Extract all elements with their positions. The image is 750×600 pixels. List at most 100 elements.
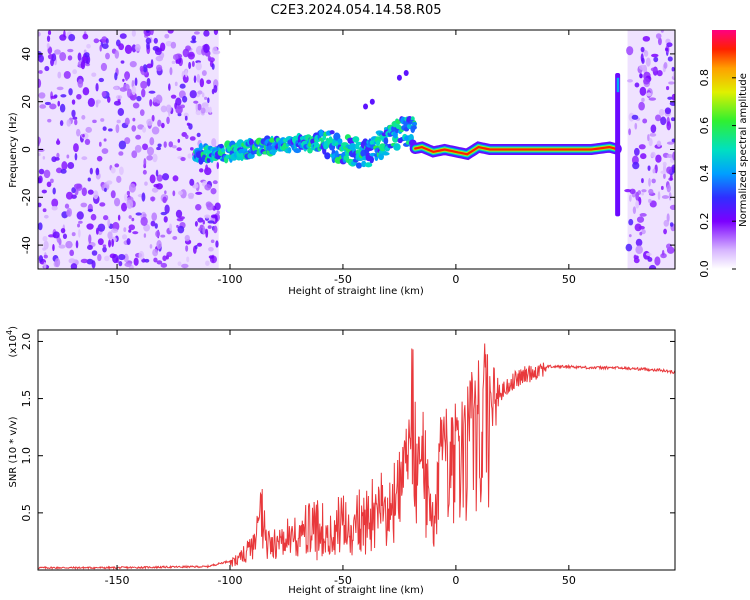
noise-speckle: [179, 83, 186, 89]
noise-speckle: [197, 103, 202, 111]
y-tick-label: -20: [20, 188, 33, 206]
noise-speckle: [174, 81, 178, 87]
noise-speckle: [60, 227, 66, 234]
y-tick-label: 1.0: [20, 447, 33, 465]
noise-speckle: [51, 53, 57, 62]
noise-speckle: [126, 190, 131, 196]
noise-speckle: [666, 166, 673, 174]
noise-speckle: [145, 37, 152, 45]
noise-speckle: [669, 204, 675, 210]
noise-speckle: [216, 210, 220, 215]
noise-speckle: [154, 48, 162, 56]
colorbar-ticks: 0.0 0.2 0.4 0.6 0.8: [698, 69, 736, 278]
noise-speckle: [102, 246, 107, 253]
noise-speckle: [150, 196, 156, 202]
noise-speckle: [131, 85, 137, 96]
noise-speckle: [124, 193, 128, 201]
noise-speckle: [169, 67, 173, 76]
noise-speckle: [128, 183, 136, 193]
spectrogram-x-ticks: -150 -100 -50 0 50: [105, 30, 576, 286]
ridge-blob: [236, 155, 242, 161]
noise-speckle: [139, 65, 144, 72]
noise-speckle: [97, 253, 102, 262]
noise-speckle: [195, 62, 202, 71]
figure-title: C2E3.2024.054.14.58.R05: [270, 3, 441, 18]
ridge-blob: [318, 129, 324, 137]
noise-speckle: [43, 254, 48, 259]
colorbar-tick-label: 0.4: [698, 165, 711, 183]
noise-speckle: [81, 187, 87, 197]
noise-speckle: [80, 258, 89, 264]
noise-speckle: [84, 138, 91, 146]
x-tick-label: 50: [562, 273, 576, 286]
noise-speckle: [56, 86, 64, 91]
noise-speckle: [38, 136, 41, 145]
noise-speckle: [205, 164, 209, 172]
noise-speckle: [123, 227, 127, 233]
noise-speckle: [666, 121, 672, 131]
noise-speckle: [195, 204, 202, 211]
noise-speckle: [156, 174, 163, 182]
noise-speckle: [208, 106, 212, 114]
x-tick-label: 0: [452, 574, 459, 587]
noise-speckle: [75, 128, 81, 137]
noise-speckle: [156, 260, 163, 265]
noise-speckle: [179, 216, 185, 220]
noise-speckle: [663, 219, 670, 227]
noise-speckle: [100, 118, 105, 122]
noise-speckle: [666, 42, 673, 48]
noise-speckle: [177, 261, 182, 266]
noise-speckle: [95, 100, 99, 108]
noise-speckle: [669, 101, 675, 106]
noise-speckle: [151, 212, 158, 221]
noise-speckle: [67, 48, 74, 53]
noise-speckle: [58, 244, 66, 249]
noise-speckle: [176, 224, 179, 228]
noise-speckle: [182, 95, 188, 103]
noise-speckle: [633, 257, 640, 264]
noise-speckle: [648, 188, 654, 195]
noise-speckle: [628, 234, 632, 238]
noise-speckle: [110, 167, 116, 174]
colorbar-tick-label: 0.6: [698, 117, 711, 135]
x-tick-label: -100: [218, 574, 243, 587]
noise-speckle: [144, 181, 148, 186]
noise-speckle: [126, 199, 134, 209]
noise-speckle: [672, 71, 675, 79]
noise-speckle: [98, 141, 102, 147]
noise-speckle: [39, 104, 47, 109]
noise-speckle: [643, 50, 649, 57]
noise-speckle: [66, 119, 72, 127]
noise-speckle: [215, 240, 219, 248]
noise-speckle: [43, 240, 49, 250]
noise-speckle: [111, 238, 114, 248]
noise-speckle: [646, 92, 652, 97]
noise-speckle: [168, 141, 174, 148]
noise-speckle: [642, 118, 648, 124]
noise-speckle: [641, 192, 644, 196]
noise-speckle: [178, 190, 183, 196]
noise-speckle: [196, 73, 201, 83]
noise-speckle: [118, 140, 127, 150]
noise-speckle: [210, 187, 217, 195]
noise-speckle: [142, 169, 147, 175]
noise-speckle: [162, 255, 167, 262]
noise-speckle: [110, 190, 116, 199]
noise-speckle: [126, 238, 131, 245]
noise-speckle: [175, 97, 182, 106]
noise-speckle: [131, 150, 138, 159]
noise-speckle: [160, 122, 165, 129]
noise-speckle: [99, 202, 106, 207]
noise-speckle: [641, 97, 645, 102]
noise-speckle: [160, 262, 168, 268]
noise-speckle: [175, 209, 183, 218]
noise-speckle: [75, 240, 79, 249]
noise-speckle: [120, 60, 125, 64]
noise-speckle: [658, 109, 665, 116]
noise-speckle: [86, 223, 94, 230]
snr-x-axis-label: Height of straight line (km): [288, 585, 424, 596]
noise-speckle: [54, 49, 61, 55]
noise-speckle: [52, 243, 55, 252]
noise-speckle: [95, 83, 99, 92]
noise-speckle: [80, 60, 86, 70]
